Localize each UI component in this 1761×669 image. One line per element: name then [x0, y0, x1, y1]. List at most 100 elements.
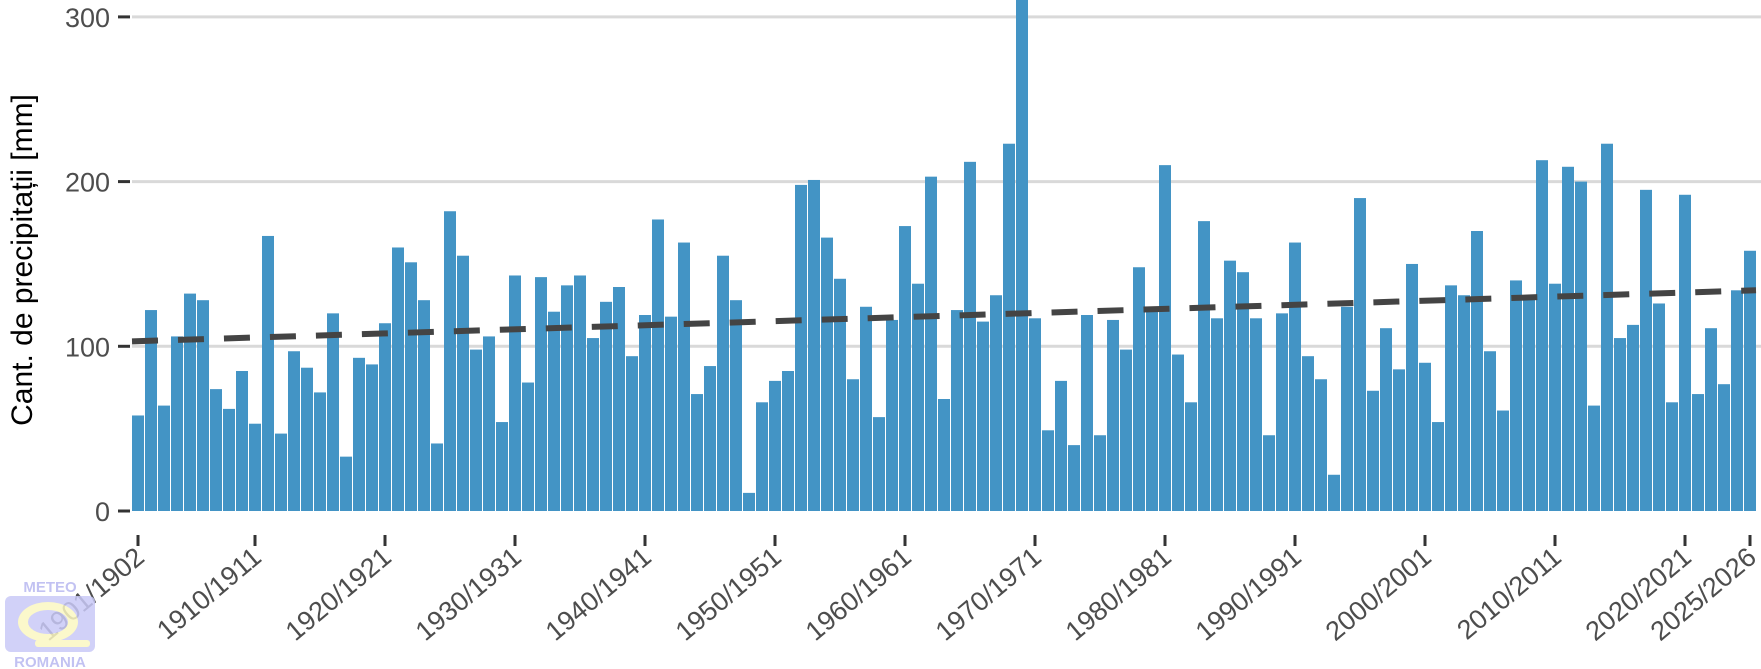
bar-1975	[1094, 435, 1106, 511]
bar-1938	[613, 287, 625, 511]
bar-2019	[1666, 402, 1678, 511]
bar-1991	[1302, 356, 1314, 511]
x-tick-label: 1980/1981	[1060, 542, 1177, 647]
bar-1917	[340, 456, 352, 511]
bar-1922	[405, 262, 417, 511]
bar-1977	[1120, 349, 1132, 511]
x-tick-label: 1940/1941	[540, 542, 657, 647]
bar-1944	[691, 394, 703, 511]
bar-1933	[548, 311, 560, 511]
bar-1924	[431, 443, 443, 511]
bar-2003	[1458, 295, 1470, 511]
bar-1903	[158, 405, 170, 511]
bar-1901	[132, 415, 144, 511]
bar-1955	[834, 278, 846, 511]
bar-2009	[1536, 160, 1548, 511]
bar-1939	[626, 356, 638, 511]
bar-1996	[1367, 390, 1379, 511]
bar-1964	[951, 310, 963, 511]
bar-1935	[574, 275, 586, 511]
bar-1998	[1393, 369, 1405, 511]
bar-2021	[1692, 394, 1704, 511]
bar-1942	[665, 316, 677, 511]
bar-1905	[184, 293, 196, 511]
bar-1974	[1081, 315, 1093, 511]
bar-1914	[301, 367, 313, 511]
y-axis-label: Cant. de precipitații [mm]	[6, 94, 39, 426]
bar-1956	[847, 379, 859, 511]
bar-1990	[1289, 242, 1301, 511]
bar-1986	[1237, 272, 1249, 511]
bar-1972	[1055, 380, 1067, 511]
bar-1951	[782, 371, 794, 511]
bar-1946	[717, 255, 729, 511]
bar-1909	[236, 371, 248, 511]
y-tick-label: 300	[65, 3, 110, 33]
bar-1968	[1003, 143, 1015, 511]
bar-1948	[743, 492, 755, 511]
bar-2002	[1445, 285, 1457, 511]
trend-dashed-line	[131, 287, 1757, 345]
bar-1997	[1380, 328, 1392, 511]
bar-1915	[314, 392, 326, 511]
y-tick-label: 100	[65, 332, 110, 362]
bar-1921	[392, 247, 404, 512]
bar-1988	[1263, 435, 1275, 511]
bar-1980	[1159, 165, 1171, 511]
bar-1982	[1185, 402, 1197, 511]
bar-1984	[1211, 318, 1223, 511]
bar-1930	[509, 275, 521, 511]
bar-1952	[795, 184, 807, 512]
bar-1959	[886, 319, 898, 511]
logo-text-bottom: ROMANIA	[14, 654, 86, 669]
bar-1992	[1315, 379, 1327, 511]
bar-1970	[1029, 318, 1041, 511]
bar-1911	[262, 235, 274, 512]
bar-1937	[600, 301, 612, 511]
bar-2005	[1484, 351, 1496, 511]
bar-1954	[821, 237, 833, 511]
bar-1967	[990, 295, 1002, 511]
bar-2020	[1679, 194, 1691, 511]
bar-2016	[1627, 324, 1639, 511]
bar-2013	[1588, 405, 1600, 511]
bar-2004	[1471, 231, 1483, 511]
bar-2024	[1731, 290, 1743, 511]
bar-1910	[249, 423, 261, 511]
bar-1953	[808, 179, 820, 511]
bar-2022	[1705, 328, 1717, 511]
bar-2017	[1640, 189, 1652, 511]
meteo-romania-logo: METEO ROMANIA	[5, 579, 95, 669]
logo-text-top: METEO	[23, 579, 77, 596]
x-tick-label: 2010/2011	[1451, 542, 1567, 646]
bar-1963	[938, 399, 950, 511]
bar-2014	[1601, 143, 1613, 511]
x-tick-label: 1930/1931	[410, 542, 527, 647]
bar-2001	[1432, 422, 1444, 511]
bar-1995	[1354, 198, 1366, 511]
bar-2006	[1497, 410, 1509, 511]
bar-2025	[1744, 250, 1756, 512]
bar-1941	[652, 219, 664, 511]
bar-2012	[1575, 181, 1587, 511]
bar-2007	[1510, 280, 1522, 511]
bar-1940	[639, 315, 651, 511]
y-tick-label: 0	[95, 497, 110, 527]
bar-2000	[1419, 362, 1431, 511]
bar-1902	[145, 310, 157, 511]
bar-1945	[704, 366, 716, 511]
bar-1979	[1146, 308, 1158, 511]
bar-1920	[379, 323, 391, 511]
bars	[132, 0, 1756, 512]
bar-1904	[171, 336, 183, 511]
bar-1927	[470, 349, 482, 511]
bar-1919	[366, 364, 378, 511]
bar-1923	[418, 300, 430, 511]
bar-1913	[288, 351, 300, 511]
bar-2010	[1549, 283, 1561, 511]
bar-1907	[210, 389, 222, 511]
x-tick-label: 2000/2001	[1320, 542, 1437, 647]
bar-1983	[1198, 221, 1210, 512]
bar-1932	[535, 277, 547, 511]
